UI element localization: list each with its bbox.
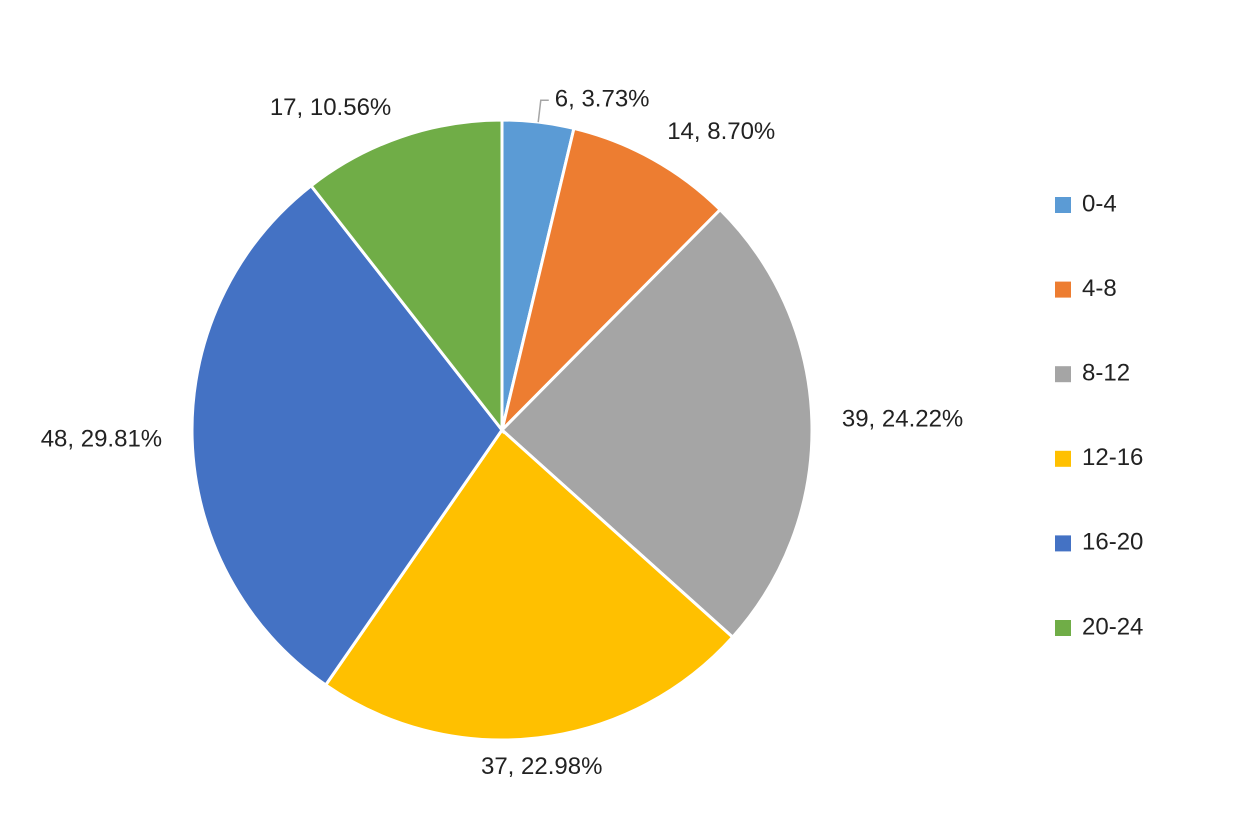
legend-label: 16-20 bbox=[1082, 529, 1143, 556]
legend-label: 4-8 bbox=[1082, 275, 1117, 302]
pie-slice bbox=[323, 427, 735, 742]
pie-slice bbox=[499, 207, 814, 640]
data-label: 14, 8.70% bbox=[667, 118, 775, 145]
legend-label: 20-24 bbox=[1082, 613, 1143, 640]
legend-swatch bbox=[1055, 281, 1071, 298]
pie-slice bbox=[499, 126, 723, 435]
legend-label: 12-16 bbox=[1082, 444, 1143, 471]
legend-label: 8-12 bbox=[1082, 360, 1130, 387]
legend-swatch bbox=[1055, 535, 1071, 552]
data-label: 6, 3.73% bbox=[555, 86, 650, 113]
pie-slice bbox=[190, 183, 504, 688]
data-label: 39, 24.22% bbox=[842, 405, 963, 432]
legend-swatch bbox=[1055, 450, 1071, 467]
legend-label: 0-4 bbox=[1082, 190, 1117, 217]
leader-line bbox=[537, 99, 549, 123]
data-label: 17, 10.56% bbox=[270, 94, 391, 121]
data-label: 37, 22.98% bbox=[481, 753, 602, 780]
legend-swatch bbox=[1055, 366, 1071, 383]
data-label: 48, 29.81% bbox=[41, 425, 162, 452]
pie-slice bbox=[308, 118, 504, 435]
legend-swatch bbox=[1055, 620, 1071, 636]
legend-swatch bbox=[1055, 197, 1071, 213]
